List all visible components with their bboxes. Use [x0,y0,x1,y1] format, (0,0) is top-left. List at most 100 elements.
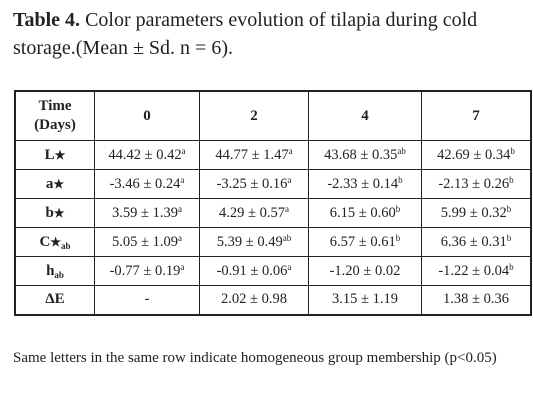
table-cell: -0.91 ± 0.06a [199,256,309,286]
table-cell: 44.77 ± 1.47a [199,140,309,170]
group-letter: ab [397,145,406,156]
row-label-subscript: ab [61,240,71,251]
time-header-line2: (Days) [34,117,76,133]
day-header: 2 [199,90,309,141]
group-letter: b [509,261,514,272]
group-letter: b [395,203,401,214]
table-cell: - [94,285,200,315]
table-cell: 6.15 ± 0.60b [308,198,422,228]
group-letter: a [284,203,289,214]
table-cell: 5.05 ± 1.09a [94,227,200,257]
cell-value: 3.15 ± 1.19 [332,291,398,308]
table-row: L★ 44.42 ± 0.42a 44.77 ± 1.47a 43.68 ± 0.35… [14,140,532,170]
cell-value: 42.69 ± 0.34 [437,146,511,163]
table-cell: 3.59 ± 1.39a [94,198,200,228]
time-header-line1: Time [38,98,72,114]
cell-value: -1.20 ± 0.02 [329,262,401,279]
cell-value: 5.99 ± 0.32 [440,204,507,221]
group-letter: b [509,174,514,185]
table-cell: 5.39 ± 0.49ab [199,227,309,257]
row-label: C★ab [14,227,95,257]
table-cell: 4.29 ± 0.57a [199,198,309,228]
row-label: hab [14,256,95,286]
star-symbol: ★ [50,234,62,249]
table-cell: 5.99 ± 0.32b [421,198,532,228]
cell-value: 4.29 ± 0.57 [219,204,285,221]
cell-value: 43.68 ± 0.35 [324,146,398,163]
table-row: hab -0.77 ± 0.19a -0.91 ± 0.06a -1.20 ± 0.0… [14,256,532,286]
table-cell: -2.33 ± 0.14b [308,169,422,199]
table-cell: 43.68 ± 0.35ab [308,140,422,170]
cell-value: -3.46 ± 0.24 [109,175,181,192]
star-symbol: ★ [54,147,66,162]
table-cell: 2.02 ± 0.98 [199,285,309,315]
group-letter: a [287,261,292,272]
table-cell: 6.57 ± 0.61b [308,227,422,257]
table-footnote: Same letters in the same row indicate ho… [13,350,497,366]
table-cell: 3.15 ± 1.19 [308,285,422,315]
cell-value: 2.02 ± 0.98 [221,291,287,308]
header-row: Time (Days) 0 2 4 7 [14,90,532,141]
table-label: Table 4. [13,9,81,31]
row-label-text: h [46,262,55,279]
table-row: b★ 3.59 ± 1.39a 4.29 ± 0.57a 6.15 ± 0.60b 5.… [14,198,532,228]
row-label-text: a [45,175,54,192]
table-cell: -1.20 ± 0.02 [308,256,422,286]
table-caption-text: Color parameters evolution of tilapia du… [13,9,478,59]
group-letter: a [180,261,185,272]
group-letter: a [180,174,185,185]
table-cell: -0.77 ± 0.19a [94,256,200,286]
table-cell: -2.13 ± 0.26b [421,169,532,199]
cell-value: 1.38 ± 0.36 [443,291,509,308]
color-parameters-table: Time (Days) 0 2 4 7 L★ 44.42 ± 0.42a 44.77 … [14,90,532,316]
star-symbol: ★ [53,176,65,191]
cell-value: 5.39 ± 0.49 [216,233,283,250]
cell-value: 6.15 ± 0.60 [329,204,396,221]
group-letter: b [510,145,515,156]
table-cell: 42.69 ± 0.34b [421,140,532,170]
table-cell: 44.42 ± 0.42a [94,140,200,170]
row-label-text: ΔE [45,291,65,308]
cell-value: 6.57 ± 0.61 [329,233,396,250]
table-cell: 6.36 ± 0.31b [421,227,532,257]
cell-value: -3.25 ± 0.16 [216,175,288,192]
group-letter: a [181,145,186,156]
cell-value: -1.22 ± 0.04 [438,262,510,279]
row-label-text: C [39,233,51,250]
row-label-text: L [44,146,55,163]
group-letter: b [395,232,401,243]
table-cell: -3.25 ± 0.16a [199,169,309,199]
table-row: ΔE - 2.02 ± 0.98 3.15 ± 1.19 1.38 ± 0.36 [14,285,532,315]
cell-value: -0.77 ± 0.19 [109,262,181,279]
cell-value: 44.42 ± 0.42 [108,146,182,163]
group-letter: a [177,232,182,243]
group-letter: a [177,203,182,214]
cell-value: 6.36 ± 0.31 [440,233,507,250]
row-label: a★ [14,169,95,199]
day-header: 0 [94,90,200,141]
row-label-text: b [45,204,54,221]
cell-value: -2.33 ± 0.14 [327,175,399,192]
cell-value: -0.91 ± 0.06 [216,262,288,279]
day-header: 7 [421,90,532,141]
group-letter: b [398,174,403,185]
group-letter: ab [282,232,292,243]
cell-value: 3.59 ± 1.39 [112,204,178,221]
table-cell: -1.22 ± 0.04b [421,256,532,286]
cell-value: - [144,291,150,308]
cell-value: 44.77 ± 1.47 [215,146,289,163]
group-letter: a [288,145,293,156]
cell-value: -2.13 ± 0.26 [438,175,510,192]
row-label: L★ [14,140,95,170]
cell-value: 5.05 ± 1.09 [112,233,178,250]
group-letter: b [506,232,512,243]
table-cell: -3.46 ± 0.24a [94,169,200,199]
table-body: L★ 44.42 ± 0.42a 44.77 ± 1.47a 43.68 ± 0.35… [14,140,532,315]
group-letter: b [506,203,512,214]
group-letter: a [287,174,292,185]
row-label: b★ [14,198,95,228]
star-symbol: ★ [53,205,65,220]
time-header: Time (Days) [14,90,95,141]
table-row: C★ab 5.05 ± 1.09a 5.39 ± 0.49ab 6.57 ± 0.61… [14,227,532,257]
